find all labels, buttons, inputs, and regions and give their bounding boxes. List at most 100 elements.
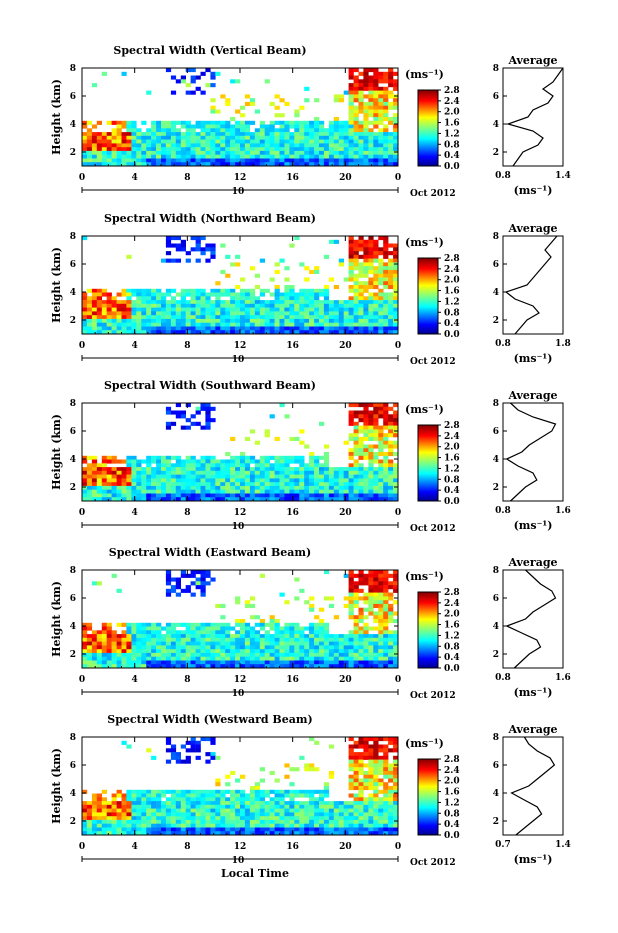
heatmap-cell (354, 159, 359, 163)
heatmap-cell (373, 407, 378, 411)
heatmap-cell (368, 251, 373, 255)
heatmap-cell (215, 779, 220, 783)
heatmap-cell (250, 121, 255, 125)
heatmap-cell (388, 775, 393, 779)
heatmap-cell (171, 475, 176, 479)
heatmap-cell (359, 745, 364, 749)
heatmap-cell (146, 327, 151, 331)
heatmap-cell (166, 132, 171, 136)
heatmap-cell (359, 812, 364, 816)
heatmap-cell (329, 478, 334, 482)
heatmap-cell (363, 296, 368, 300)
heatmap-cell (378, 403, 383, 407)
heatmap-cell (176, 463, 181, 467)
heatmap-cell (235, 790, 240, 794)
heatmap-cell (235, 125, 240, 129)
heatmap-cell (334, 143, 339, 147)
heatmap-cell (92, 323, 97, 327)
heatmap-cell (205, 661, 210, 665)
heatmap-cell (260, 574, 265, 578)
heatmap-cell (373, 136, 378, 140)
heatmap-cell (368, 266, 373, 270)
heatmap-cell (319, 820, 324, 824)
heatmap-cell (368, 110, 373, 114)
heatmap-cell (265, 128, 270, 132)
heatmap-cell (339, 300, 344, 304)
heatmap-cell (368, 794, 373, 798)
heatmap-cell (265, 155, 270, 159)
heatmap-cell (378, 490, 383, 494)
heatmap-cell (205, 805, 210, 809)
heatmap-cell (299, 327, 304, 331)
heatmap-cell (102, 159, 107, 163)
heatmap-cell (215, 323, 220, 327)
heatmap-cell (201, 159, 206, 163)
heatmap-cell (359, 414, 364, 418)
heatmap-cell (87, 809, 92, 813)
heatmap-cell (319, 143, 324, 147)
heatmap-cell (146, 311, 151, 315)
heatmap-cell (383, 570, 388, 574)
heatmap-cell (294, 801, 299, 805)
heatmap-cell (280, 490, 285, 494)
heatmap-cell (388, 657, 393, 661)
heatmap-cell (383, 247, 388, 251)
heatmap-cell (284, 482, 289, 486)
heatmap-cell (354, 315, 359, 319)
heatmap-cell (196, 319, 201, 323)
heatmap-cell (329, 657, 334, 661)
heatmap-cell (196, 136, 201, 140)
heatmap-cell (344, 478, 349, 482)
heatmap-cell (368, 159, 373, 163)
heatmap-cell (122, 311, 127, 315)
heatmap-cell (378, 445, 383, 449)
heatmap-cell (354, 478, 359, 482)
heatmap-cell (368, 403, 373, 407)
heatmap-cell (378, 661, 383, 665)
heatmap-cell (205, 259, 210, 263)
heatmap-cell (191, 657, 196, 661)
heatmap-cell (245, 456, 250, 460)
heatmap-cell (196, 486, 201, 490)
heatmap-cell (280, 304, 285, 308)
heatmap-cell (280, 828, 285, 832)
heatmap-cell (383, 460, 388, 464)
heatmap-cell (141, 812, 146, 816)
heatmap-cell (141, 801, 146, 805)
heatmap-cell (275, 106, 280, 110)
heatmap-cell (368, 657, 373, 661)
heatmap-cell (240, 653, 245, 657)
heatmap-cell (368, 293, 373, 297)
heatmap-cell (368, 809, 373, 813)
heatmap-cell (220, 824, 225, 828)
heatmap-cell (186, 805, 191, 809)
heatmap-cell (171, 482, 176, 486)
heatmap-cell (201, 247, 206, 251)
heatmap-cell (354, 630, 359, 634)
heatmap-cell (181, 475, 186, 479)
heatmap-cell (186, 649, 191, 653)
heatmap-cell (186, 642, 191, 646)
heatmap-cell (299, 460, 304, 464)
heatmap-cell (245, 136, 250, 140)
heatmap-cell (329, 240, 334, 244)
heatmap-cell (151, 828, 156, 832)
heatmap-cell (176, 475, 181, 479)
heatmap-cell (191, 812, 196, 816)
heatmap-cell (235, 638, 240, 642)
day-label: 10 (232, 187, 245, 197)
heatmap-cell (82, 627, 87, 631)
heatmap-cell (378, 801, 383, 805)
heatmap-cell (388, 748, 393, 752)
heatmap-cell (299, 475, 304, 479)
heatmap-cell (388, 634, 393, 638)
heatmap-cell (201, 581, 206, 585)
heatmap-cell (215, 494, 220, 498)
heatmap-cell (388, 649, 393, 653)
heatmap-cell (107, 486, 112, 490)
heatmap-cell (131, 653, 136, 657)
heatmap-cell (294, 623, 299, 627)
chart-panel-5: Spectral Width (Westward Beam)2468Height… (50, 713, 571, 868)
heatmap-cell (176, 494, 181, 498)
heatmap-cell (117, 794, 122, 798)
